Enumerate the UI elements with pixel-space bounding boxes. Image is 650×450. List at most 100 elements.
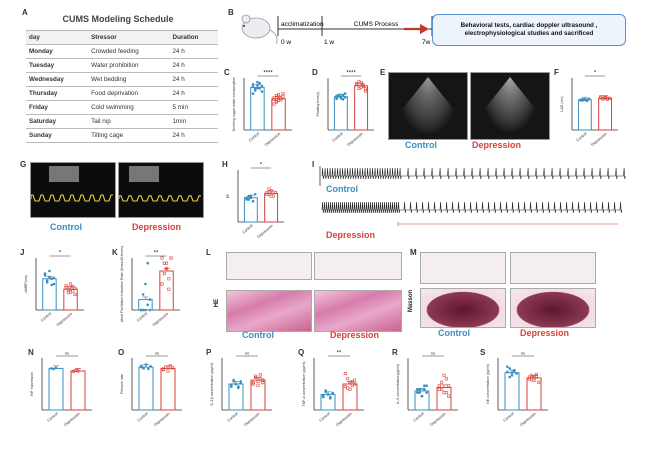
- data-point-k: [169, 256, 173, 260]
- panel-label-i: I: [312, 160, 315, 169]
- data-point-d: [361, 83, 365, 87]
- x-tick-label-c: Depression: [264, 132, 281, 147]
- data-point-s: [537, 380, 541, 384]
- data-point-c: [256, 83, 259, 87]
- acclimatization-label: acclimatization: [281, 21, 324, 28]
- data-point-k: [167, 277, 171, 281]
- x-tick-label-n: Control: [47, 412, 59, 423]
- cums-schedule-panel: CUMS Modeling Schedule day Stressor Dura…: [18, 10, 218, 156]
- data-point-s: [508, 375, 511, 379]
- data-point-j: [71, 285, 75, 289]
- significance-label-q: **: [337, 351, 342, 357]
- bar-p-depression: [250, 379, 266, 411]
- data-point-s: [530, 378, 534, 382]
- data-point-r: [444, 391, 448, 395]
- data-point-p: [237, 385, 240, 388]
- data-point-n: [76, 369, 80, 373]
- data-point-s: [506, 365, 509, 368]
- data-point-d: [341, 93, 345, 97]
- x-tick-label-s: Control: [503, 412, 515, 423]
- outcome-box: Behavioral tests, cardiac doppler ultras…: [432, 14, 626, 46]
- data-point-p: [254, 374, 258, 378]
- data-point-h: [269, 194, 273, 198]
- data-point-j: [45, 279, 49, 282]
- data-point-r: [416, 387, 419, 391]
- panel-label-f: F: [554, 68, 559, 77]
- data-point-k: [141, 308, 145, 312]
- bar-j-depression: [63, 288, 78, 311]
- data-point-s: [510, 374, 514, 377]
- data-point-d: [359, 85, 363, 89]
- data-point-k: [146, 261, 149, 265]
- data-point-s: [515, 372, 518, 375]
- bar-p-control: [228, 383, 244, 411]
- bar-h-control: [243, 197, 258, 223]
- x-tick-label-k: Depression: [152, 312, 169, 327]
- he-overview-depression: [314, 252, 402, 280]
- data-point-p: [256, 379, 260, 383]
- data-point-o: [147, 367, 150, 371]
- data-point-c: [251, 82, 255, 86]
- data-point-r: [423, 384, 426, 388]
- significance-label-r: ns: [431, 352, 435, 356]
- panel-label-o: O: [118, 348, 125, 357]
- significance-label-o: ns: [155, 352, 159, 356]
- duration-cell: 24 h: [169, 128, 218, 143]
- significance-label-k: **: [154, 251, 159, 257]
- data-point-n: [52, 367, 55, 371]
- ecg-traces: [319, 166, 626, 226]
- data-point-q: [329, 395, 332, 399]
- significance-label-p: ns: [245, 352, 249, 356]
- data-point-q: [348, 381, 352, 385]
- doppler-caption-control: Control: [50, 222, 82, 232]
- data-point-h: [267, 187, 271, 191]
- data-point-o: [171, 366, 175, 370]
- data-point-h: [253, 192, 257, 196]
- data-point-s: [506, 370, 509, 374]
- data-point-c: [277, 98, 281, 102]
- data-point-k: [160, 256, 164, 260]
- data-point-c: [274, 100, 278, 104]
- x-tick-label-o: Depression: [153, 412, 170, 427]
- data-point-p: [258, 377, 262, 381]
- week0-label: 0 w: [281, 39, 291, 46]
- panel-label-n: N: [28, 348, 34, 357]
- data-point-c: [272, 97, 276, 101]
- bar-s-depression: [526, 377, 542, 411]
- y-axis-label-h: EF: [226, 193, 230, 198]
- y-axis-label-k: Atrial Fibrillation Induction Rate (time…: [120, 246, 124, 322]
- data-point-p: [256, 383, 260, 387]
- y-axis-label-s: NE concentration (pg/ml): [486, 364, 490, 404]
- data-point-h: [265, 192, 269, 196]
- bar-c-depression: [271, 98, 286, 131]
- data-point-q: [346, 386, 350, 390]
- data-point-k: [169, 256, 173, 260]
- masson-overview-depression: [510, 252, 596, 284]
- data-point-r: [423, 387, 426, 391]
- data-point-s: [530, 373, 534, 377]
- x-tick-label-j: Depression: [56, 312, 73, 327]
- data-point-j: [73, 292, 77, 296]
- x-tick-label-j: Control: [40, 312, 52, 323]
- data-point-q: [353, 378, 357, 382]
- bar-n-control: [48, 367, 64, 411]
- stressor-cell: Tilting cage: [88, 128, 170, 143]
- doppler-image-control: [30, 162, 116, 218]
- data-point-r: [440, 387, 444, 391]
- data-point-c: [277, 95, 281, 99]
- data-point-s: [534, 374, 538, 378]
- week7-label: 7w: [422, 39, 431, 46]
- data-point-s: [513, 369, 516, 373]
- data-point-k: [148, 308, 152, 312]
- panel-label-j: J: [20, 248, 25, 257]
- data-point-k: [148, 298, 152, 301]
- arrow-right-icon: [404, 24, 429, 34]
- data-point-h: [249, 194, 253, 198]
- data-point-j: [48, 275, 51, 279]
- data-point-k: [144, 308, 147, 312]
- data-point-h: [245, 196, 248, 200]
- data-point-d: [343, 95, 347, 99]
- data-point-o: [142, 367, 145, 370]
- x-tick-label-o: Control: [137, 412, 149, 423]
